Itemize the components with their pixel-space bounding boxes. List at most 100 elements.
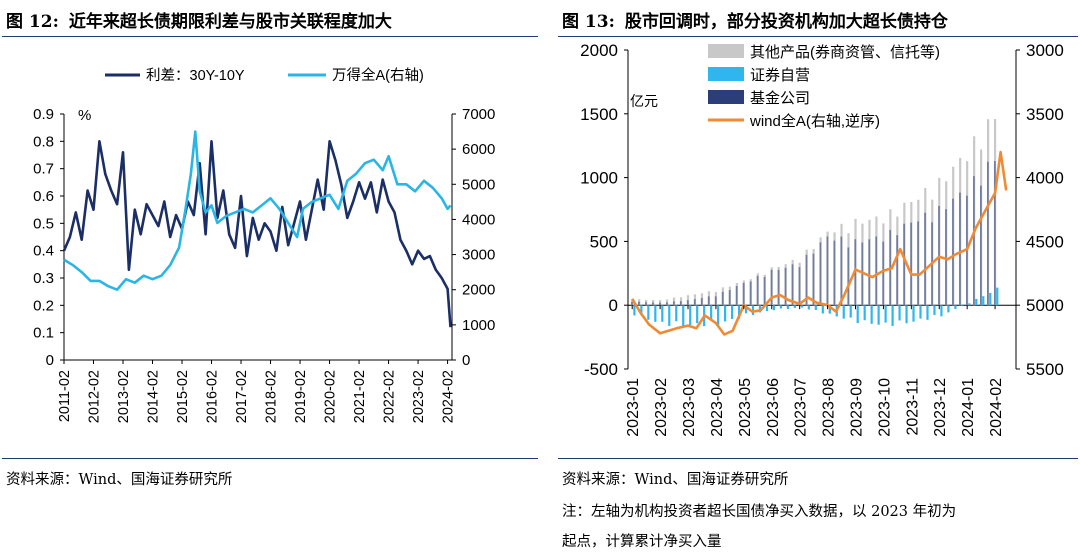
bar-securities bbox=[954, 305, 957, 310]
legend-label-securities: 证券自营 bbox=[750, 67, 810, 84]
bar-fund bbox=[721, 291, 724, 306]
bar-securities bbox=[898, 305, 901, 321]
bar-fund bbox=[959, 192, 961, 306]
bar-securities bbox=[807, 305, 810, 310]
right-figure-title: 图 13: 股市回调时，部分投资机构加大超长债持仓 bbox=[562, 7, 948, 32]
x-tick-label: 2023-04 bbox=[709, 378, 726, 437]
left-chart: 0 0.1 0.2 0.3 0.4 0.5 0.6 0.7 0.8 0.9 0 1000 2000 300… bbox=[33, 66, 495, 423]
bar-securities bbox=[940, 305, 943, 317]
bar-securities bbox=[821, 305, 824, 314]
bar-securities bbox=[793, 305, 796, 308]
x-tick-label: 2019-02 bbox=[293, 370, 309, 423]
left-y-tick-label: 0.9 bbox=[33, 106, 54, 123]
legend-swatch-fund bbox=[708, 90, 744, 104]
bar-securities bbox=[828, 305, 831, 314]
x-tick-label: 2021-02 bbox=[352, 370, 368, 423]
bar-securities bbox=[814, 305, 817, 310]
left-y-tick-label: 0.6 bbox=[33, 188, 54, 205]
bar-fund bbox=[882, 241, 885, 306]
right-y-tick-label: 5500 bbox=[1026, 360, 1064, 379]
bar-securities bbox=[856, 305, 859, 324]
bar-securities bbox=[996, 287, 999, 306]
bar-fund bbox=[847, 247, 850, 306]
right-y-tick-label: 3500 bbox=[1026, 105, 1064, 124]
bar-securities bbox=[926, 305, 929, 320]
bar-fund bbox=[840, 236, 843, 306]
right-title-rule bbox=[558, 36, 1078, 37]
bar-securities bbox=[682, 305, 685, 326]
bar-fund bbox=[924, 212, 926, 306]
bar-fund bbox=[910, 222, 912, 306]
bar-securities bbox=[786, 305, 790, 309]
bar-securities bbox=[989, 292, 992, 306]
legend-label-wind-a: wind全A(右轴,逆序) bbox=[749, 112, 880, 130]
left-y-tick-label: 0.1 bbox=[33, 325, 54, 342]
bar-fund bbox=[638, 301, 640, 306]
bar-securities bbox=[744, 305, 748, 314]
bar-fund bbox=[798, 267, 801, 306]
x-tick-label: 2014-02 bbox=[146, 370, 162, 423]
left-y-tick-label: 1000 bbox=[580, 169, 618, 188]
legend-label-spread: 利差：30Y-10Y bbox=[146, 67, 245, 84]
bar-securities bbox=[947, 305, 950, 313]
bar-securities bbox=[710, 305, 713, 321]
left-y-tick-label: 0 bbox=[46, 352, 54, 369]
x-tick-label: 2011-02 bbox=[57, 370, 73, 422]
bar-securities bbox=[730, 305, 734, 319]
left-y-tick-label: 0.7 bbox=[33, 161, 54, 178]
bar-fund bbox=[896, 235, 899, 306]
legend-swatch-other-products bbox=[708, 44, 744, 58]
bar-securities bbox=[870, 305, 873, 324]
right-note-line2: 起点，计算累计净买入量 bbox=[562, 534, 722, 550]
x-tick-label: 2022-02 bbox=[382, 370, 398, 423]
bar-fund bbox=[791, 264, 794, 306]
bar-fund bbox=[805, 254, 808, 306]
bar-fund bbox=[693, 299, 696, 306]
bar-fund bbox=[672, 301, 675, 306]
left-y-tick-label: 0 bbox=[609, 296, 618, 315]
bar-securities bbox=[968, 303, 971, 306]
bar-securities bbox=[654, 305, 657, 322]
bar-fund bbox=[679, 301, 682, 306]
right-chart: -500 0 500 1000 1500 2000 3000 3500 4000 4500 5000… bbox=[580, 41, 1064, 437]
right-y-tick-label: 5000 bbox=[1026, 296, 1064, 315]
x-tick-label: 2024-01 bbox=[960, 378, 977, 437]
bar-securities bbox=[884, 305, 887, 323]
bar-securities bbox=[800, 305, 803, 308]
left-y-tick-label: 2000 bbox=[580, 41, 618, 60]
bar-fund bbox=[749, 281, 752, 306]
bar-securities bbox=[975, 298, 978, 306]
x-tick-label: 2023-07 bbox=[793, 378, 810, 437]
x-tick-label: 2023-01 bbox=[625, 378, 642, 437]
x-tick-label: 2020-02 bbox=[323, 370, 339, 423]
bar-fund bbox=[833, 240, 836, 306]
bar-securities bbox=[933, 305, 936, 315]
bar-securities bbox=[842, 305, 845, 319]
x-tick-label: 2024-02 bbox=[441, 370, 457, 423]
bar-fund bbox=[645, 302, 647, 306]
right-y-tick-label: 4000 bbox=[1026, 169, 1064, 188]
right-y-tick-label: 6000 bbox=[462, 141, 495, 158]
legend-swatch-securities bbox=[708, 67, 744, 81]
bar-securities bbox=[891, 305, 894, 326]
left-y-tick-label: 0.5 bbox=[33, 215, 54, 232]
bar-securities bbox=[647, 305, 650, 320]
x-tick-label: 2015-02 bbox=[175, 370, 191, 423]
right-figure-label: 图 13: bbox=[562, 12, 615, 32]
x-tick-label: 2023-03 bbox=[681, 378, 698, 437]
left-unit-label: 亿元 bbox=[630, 93, 658, 109]
left-figure-panel: 图 12: 近年来超长债期限利差与股市关联程度加大 0 0.1 0.2 0.3 0.4 0.… bbox=[2, 12, 538, 488]
bar-fund bbox=[707, 296, 710, 306]
left-y-tick-label: 0.3 bbox=[33, 270, 54, 287]
bar-fund bbox=[735, 286, 738, 306]
bar-fund bbox=[652, 302, 654, 306]
right-source-rule bbox=[558, 458, 1078, 459]
right-y-tick-label: 5000 bbox=[462, 176, 495, 193]
legend-label-fund: 基金公司 bbox=[750, 90, 810, 107]
right-y-tick-label: 4500 bbox=[1026, 232, 1064, 251]
bar-fund bbox=[812, 253, 815, 306]
bar-securities bbox=[717, 305, 720, 326]
bar-fund bbox=[917, 221, 919, 306]
right-y-tick-label: 7000 bbox=[462, 106, 495, 123]
bar-securities bbox=[633, 305, 636, 316]
